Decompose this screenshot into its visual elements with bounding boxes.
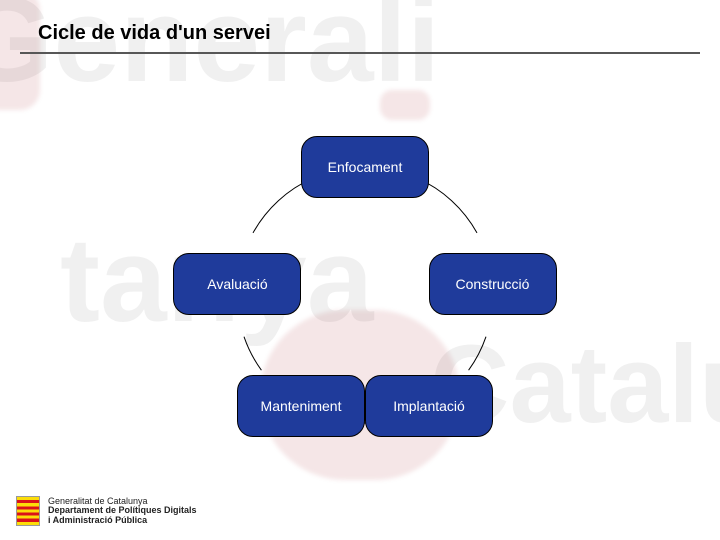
footer-line-3: i Administració Pública	[48, 516, 197, 525]
cycle-arc	[244, 337, 261, 371]
senyera-icon	[16, 496, 40, 526]
cycle-node-enfocament: Enfocament	[301, 136, 429, 198]
cycle-node-label: Construcció	[456, 276, 530, 292]
footer-logo: Generalitat de Catalunya Departament de …	[16, 496, 197, 526]
cycle-node-construccio: Construcció	[429, 253, 557, 315]
cycle-node-label: Manteniment	[261, 398, 342, 414]
cycle-node-avaluacio: Avaluació	[173, 253, 301, 315]
cycle-node-label: Implantació	[393, 398, 465, 414]
cycle-node-label: Avaluació	[207, 276, 267, 292]
cycle-node-manteniment: Manteniment	[237, 375, 365, 437]
cycle-node-label: Enfocament	[328, 159, 403, 175]
lifecycle-cycle-diagram: Enfocament Construcció Implantació Mantenim…	[0, 0, 720, 540]
footer-text: Generalitat de Catalunya Departament de …	[48, 497, 197, 525]
cycle-ring	[0, 0, 720, 540]
cycle-arc	[469, 337, 486, 371]
cycle-node-implantacio: Implantació	[365, 375, 493, 437]
